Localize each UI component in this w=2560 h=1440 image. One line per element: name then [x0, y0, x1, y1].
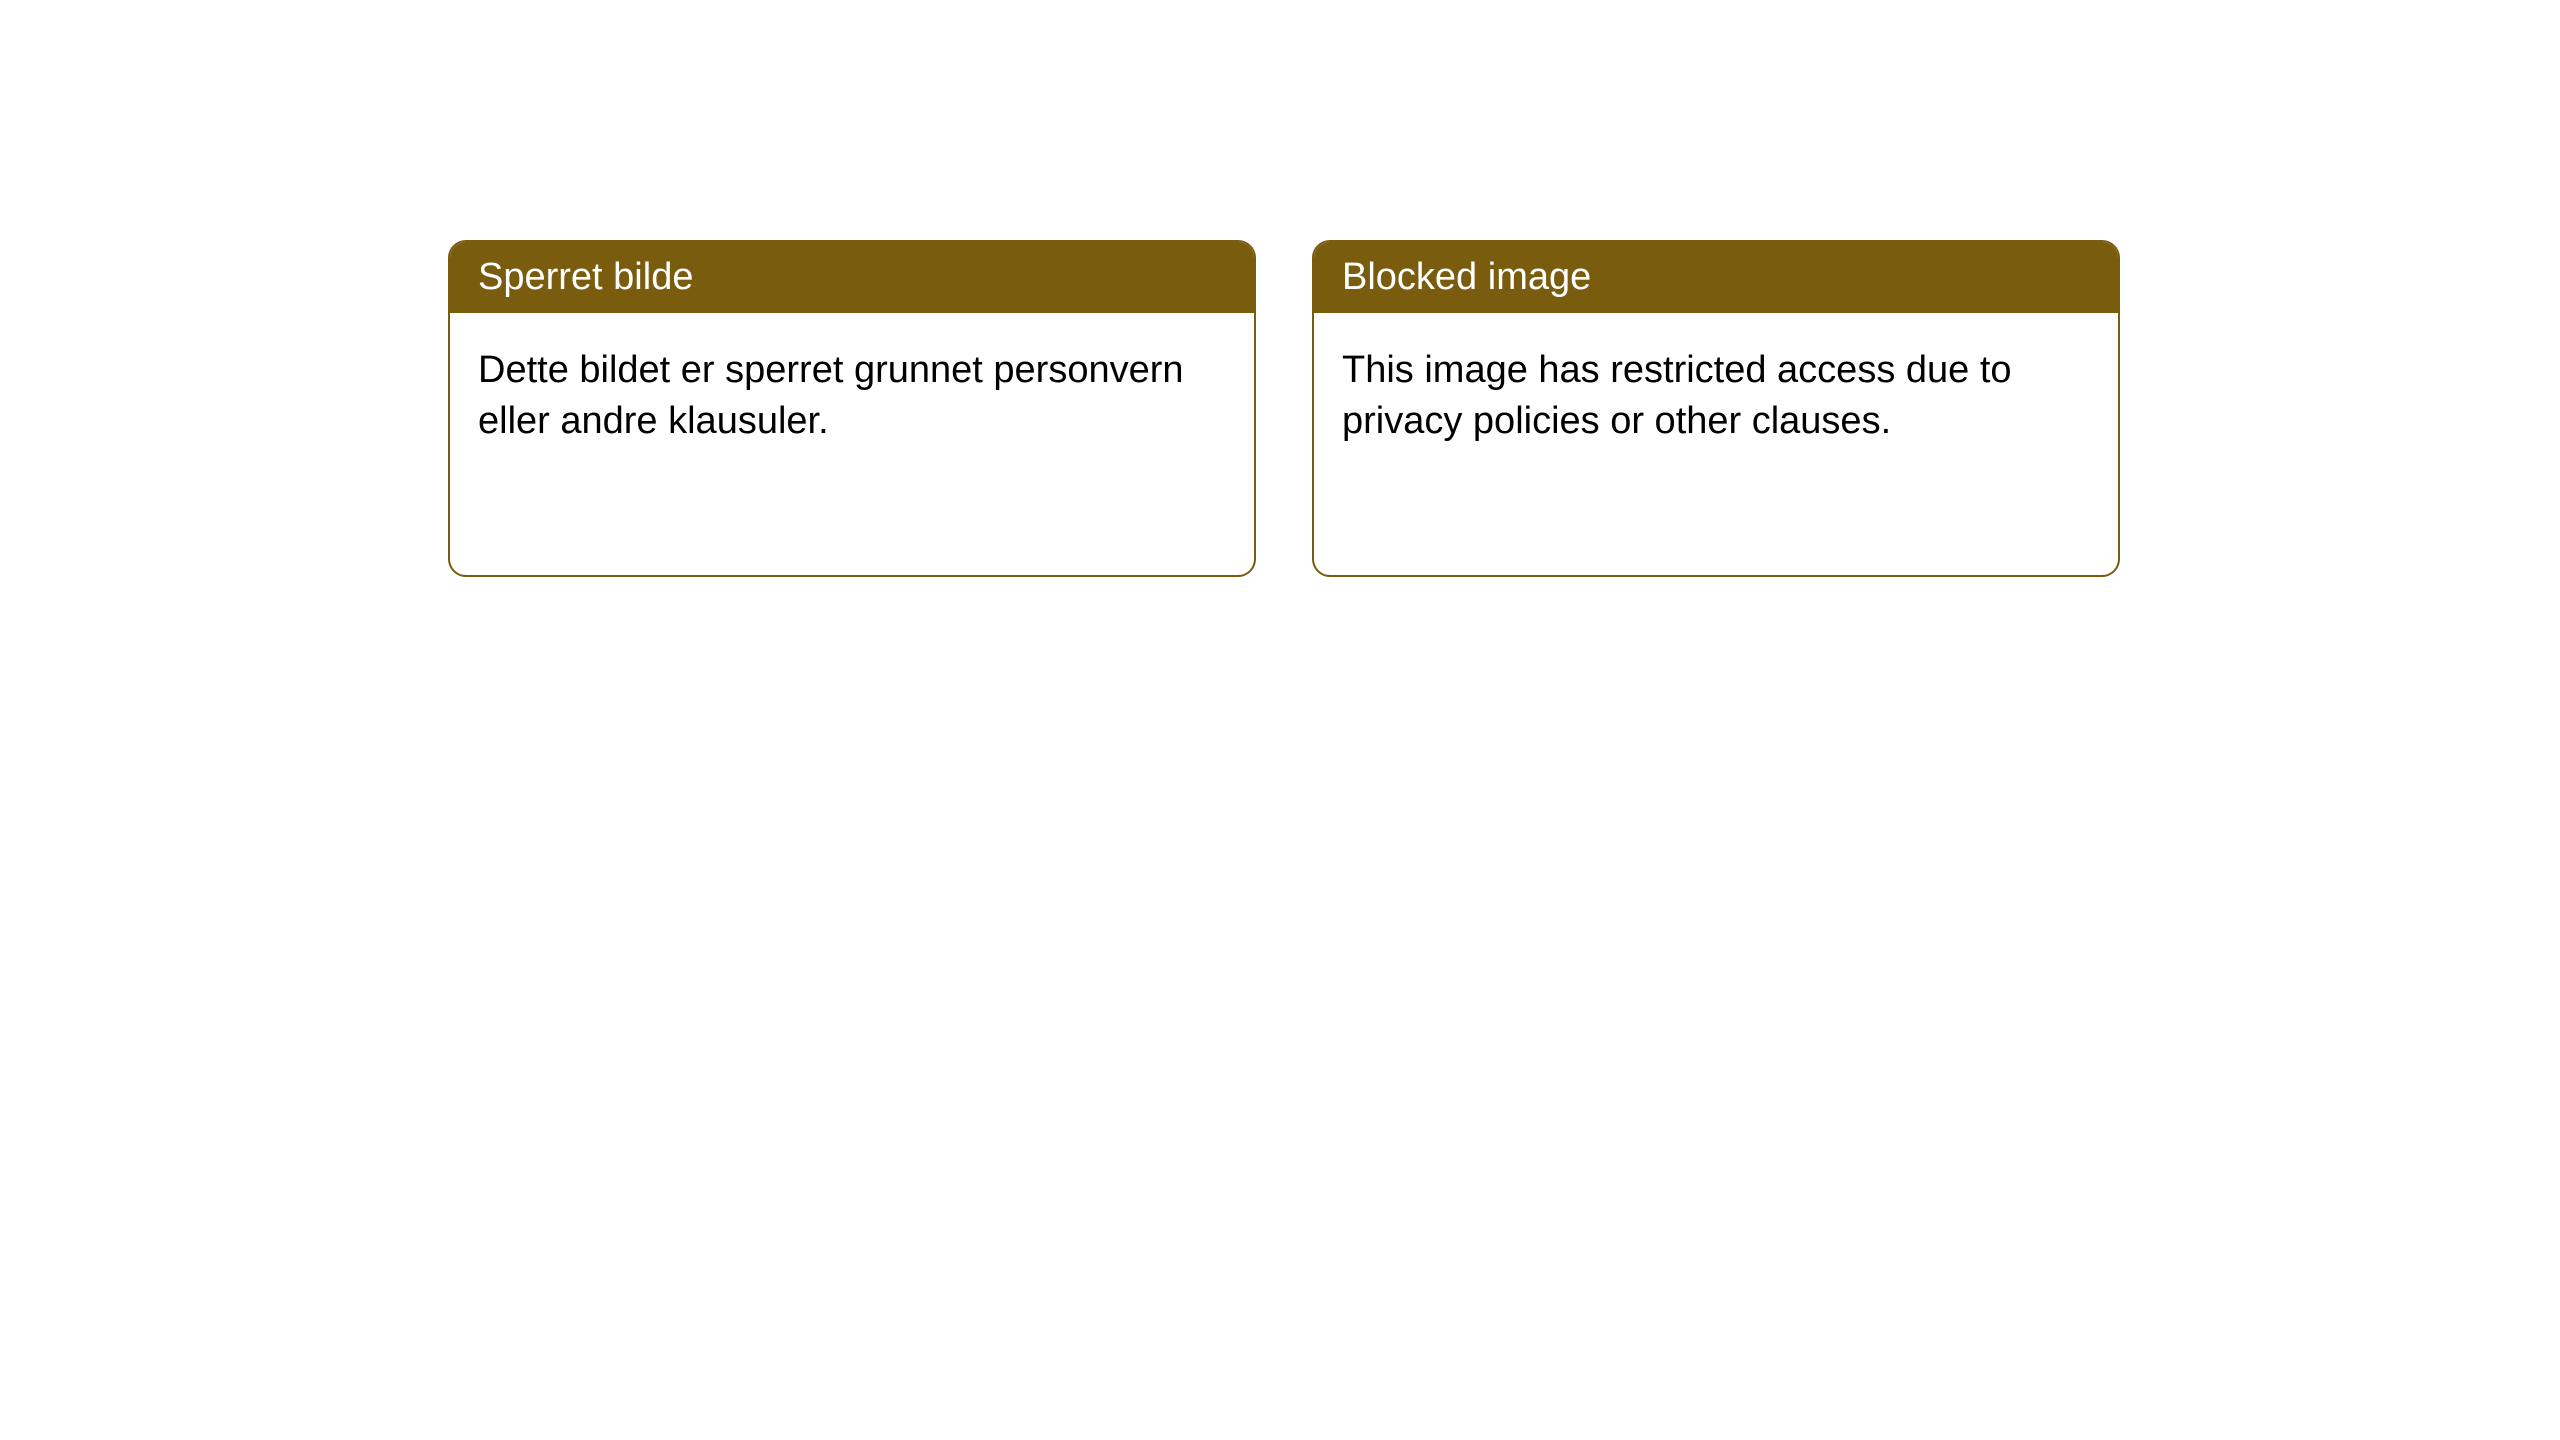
notice-card-english: Blocked image This image has restricted …	[1312, 240, 2120, 577]
notice-card-norwegian: Sperret bilde Dette bildet er sperret gr…	[448, 240, 1256, 577]
card-body-text: This image has restricted access due to …	[1314, 313, 2118, 480]
notice-cards-container: Sperret bilde Dette bildet er sperret gr…	[448, 240, 2120, 577]
card-title: Blocked image	[1314, 242, 2118, 313]
card-title: Sperret bilde	[450, 242, 1254, 313]
card-body-text: Dette bildet er sperret grunnet personve…	[450, 313, 1254, 480]
